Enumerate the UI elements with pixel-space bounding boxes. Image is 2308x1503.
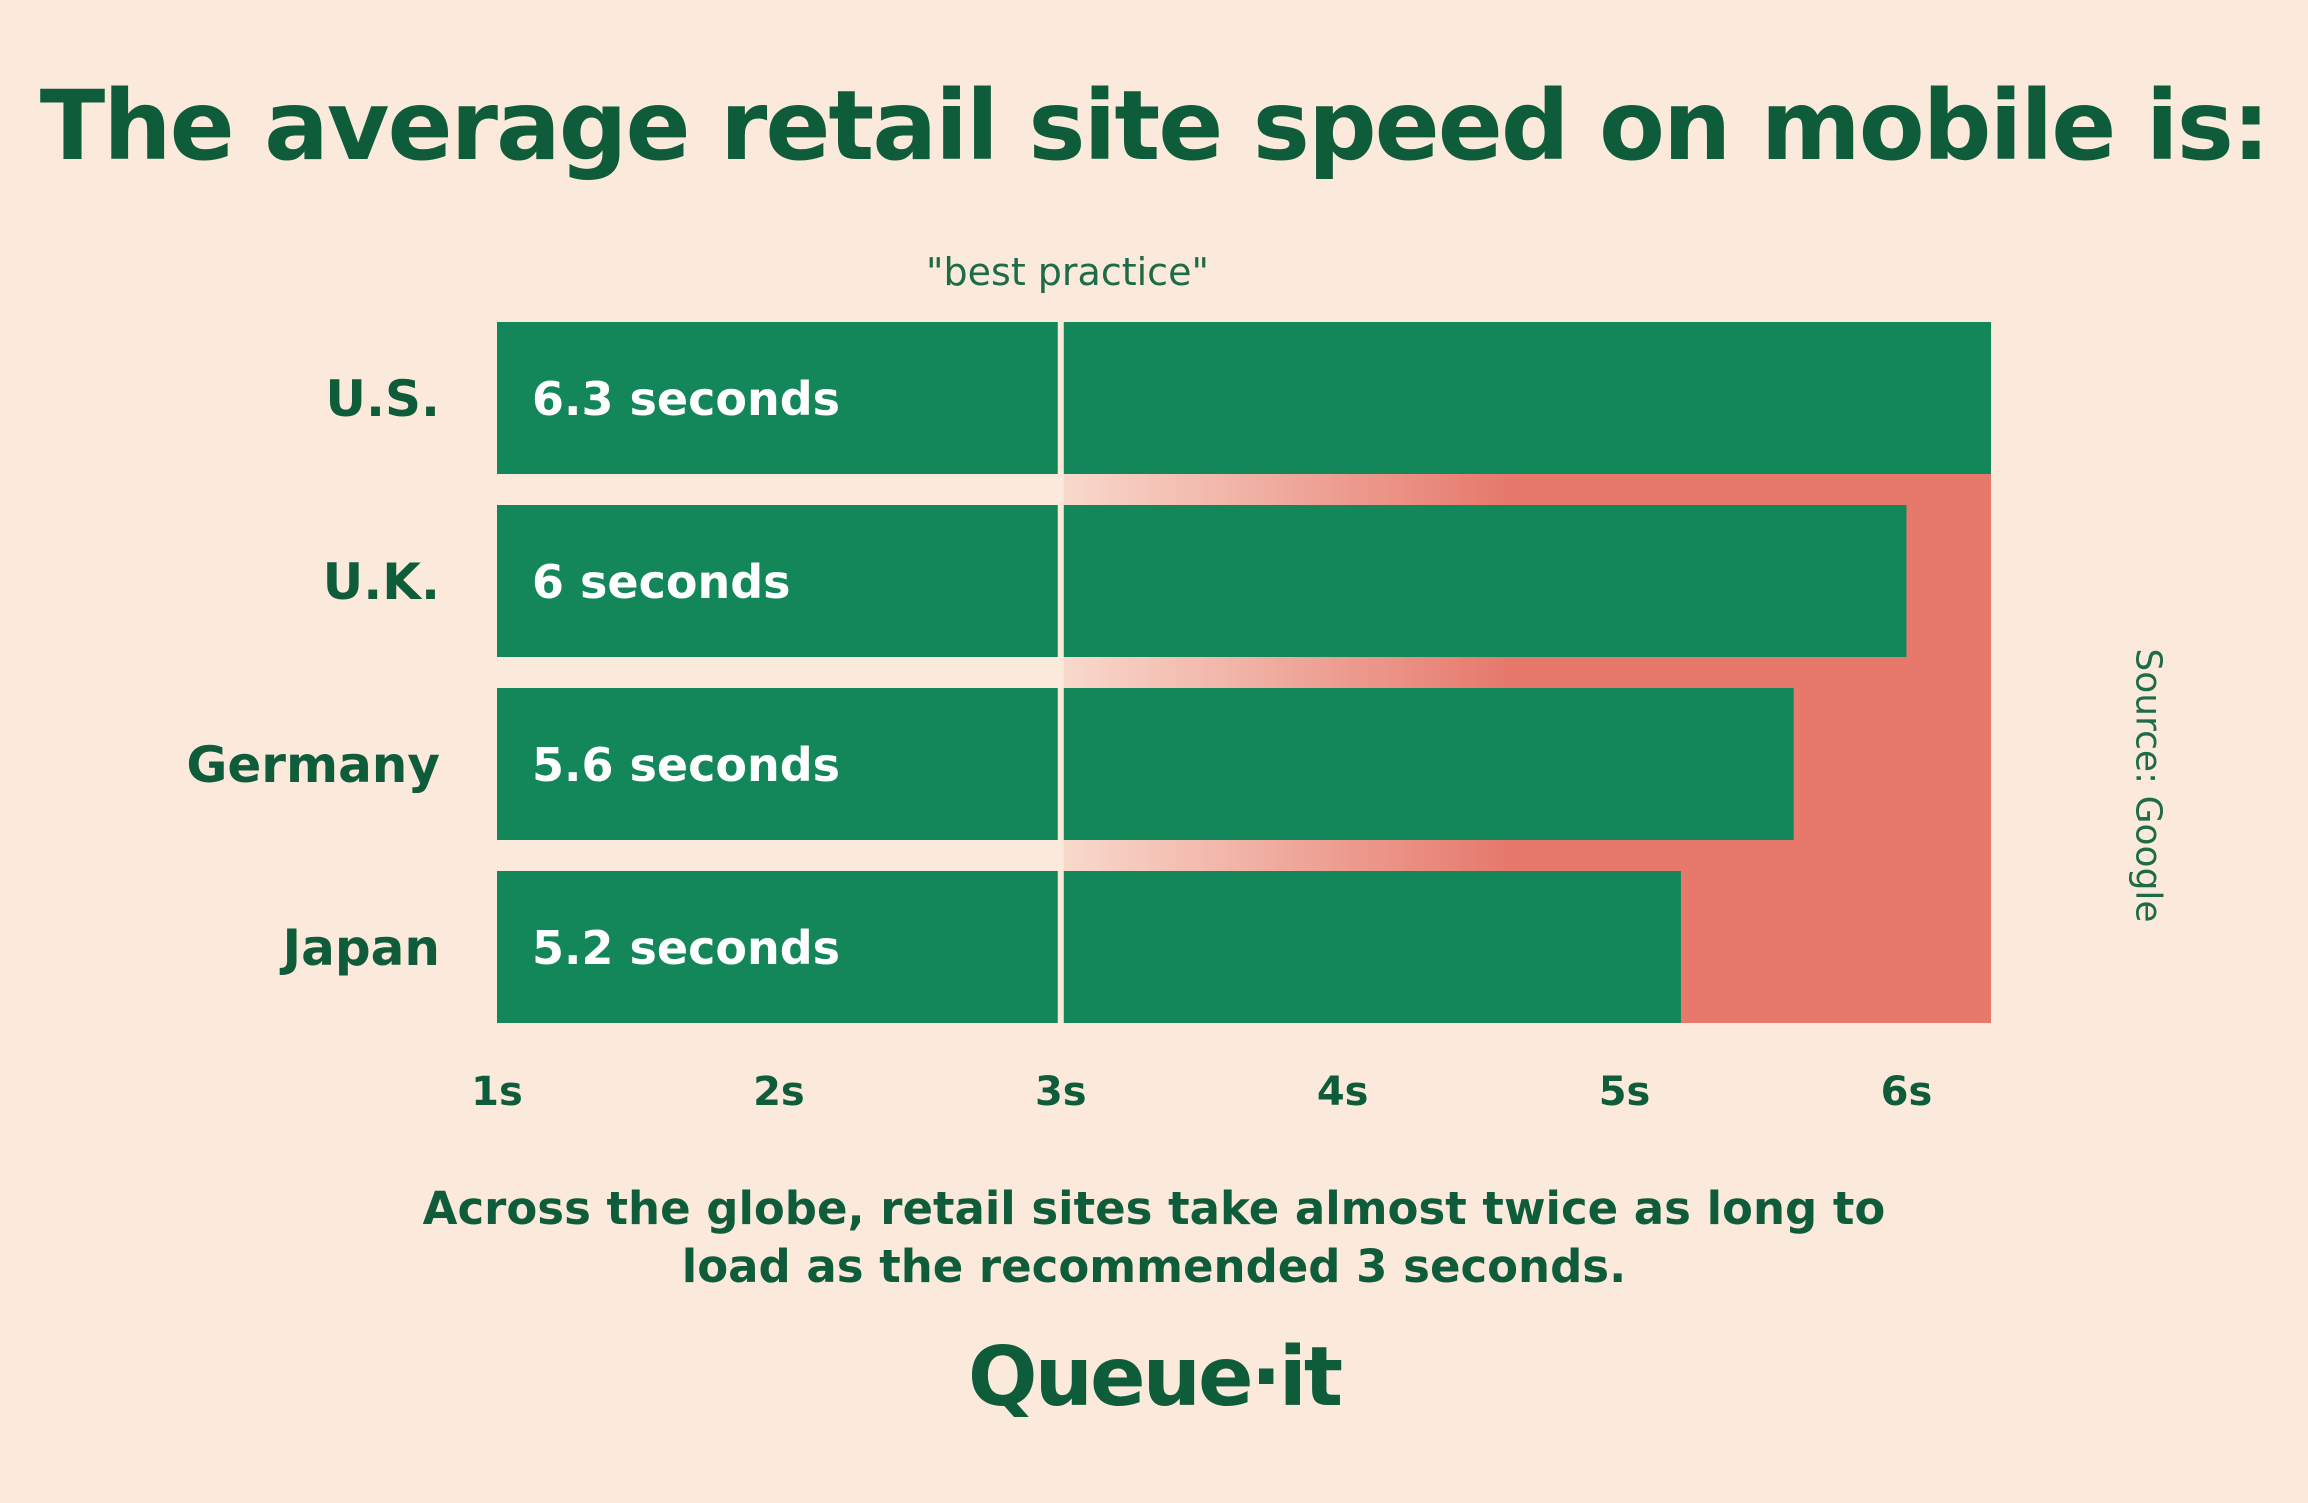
category-label: Japan [280,919,440,977]
best-practice-line [1057,322,1064,1023]
chart-title: The average retail site speed on mobile … [39,70,2270,182]
caption-line-2: load as the recommended 3 seconds. [681,1240,1627,1293]
bar [497,688,1794,840]
data-label: 6.3 seconds [532,372,840,426]
category-label: U.S. [325,370,440,428]
x-tick-label: 1s [471,1069,523,1115]
x-tick-label: 5s [1599,1069,1651,1115]
category-label: Germany [186,736,440,794]
brand-logo: Queue·it [967,1330,1343,1425]
caption-line-1: Across the globe, retail sites take almo… [422,1182,1886,1235]
bar [497,505,1907,657]
x-tick-label: 3s [1035,1069,1087,1115]
data-label: 6 seconds [532,555,791,609]
data-label: 5.6 seconds [532,738,840,792]
data-label: 5.2 seconds [532,921,840,975]
x-tick-label: 6s [1881,1069,1933,1115]
bar [497,322,1991,474]
category-label: U.K. [323,553,440,611]
x-tick-label: 4s [1317,1069,1369,1115]
x-tick-label: 2s [753,1069,805,1115]
best-practice-label: "best practice" [926,250,1209,294]
source-label: Source: Google [2127,648,2169,923]
bar [497,871,1681,1023]
chart-caption: Across the globe, retail sites take almo… [0,1180,2308,1296]
